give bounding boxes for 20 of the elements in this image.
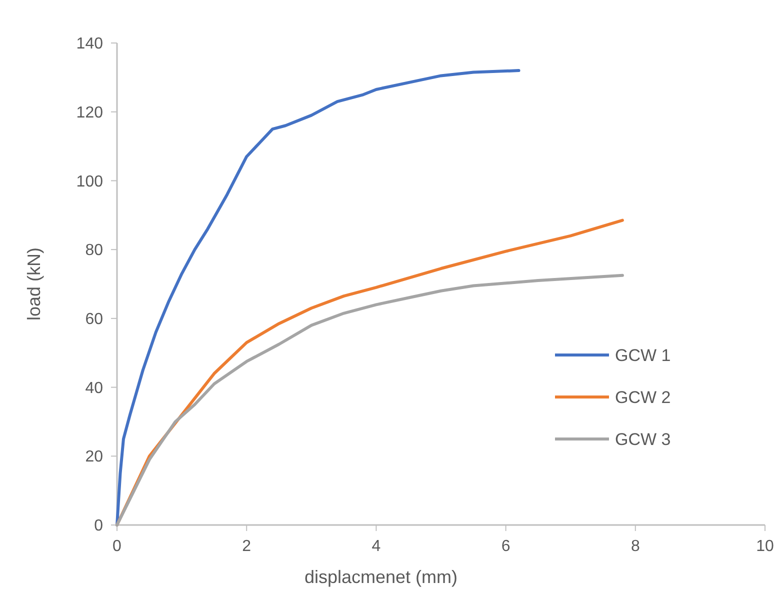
x-tick-label: 4 bbox=[372, 538, 381, 555]
legend-label: GCW 1 bbox=[615, 346, 671, 365]
legend-label: GCW 3 bbox=[615, 430, 671, 449]
y-axis-title: load (kN) bbox=[24, 247, 44, 321]
y-tick-label: 80 bbox=[85, 242, 104, 260]
x-tick-label: 10 bbox=[756, 538, 774, 555]
legend-label: GCW 2 bbox=[615, 388, 671, 407]
y-tick-label: 60 bbox=[85, 311, 104, 328]
x-tick-label: 0 bbox=[112, 538, 122, 555]
x-tick-label: 6 bbox=[501, 538, 510, 555]
y-tick-label: 100 bbox=[76, 173, 104, 190]
line-series bbox=[116, 69, 520, 526]
x-tick-label: 8 bbox=[630, 538, 640, 555]
y-tick-label: 0 bbox=[94, 518, 104, 535]
y-tick-label: 40 bbox=[85, 380, 104, 397]
y-tick-label: 20 bbox=[85, 448, 104, 466]
x-tick-label: 2 bbox=[242, 538, 252, 555]
y-tick-label: 140 bbox=[76, 36, 104, 53]
y-tick-label: 120 bbox=[76, 104, 104, 122]
x-axis-title: displacmenet (mm) bbox=[304, 567, 458, 587]
